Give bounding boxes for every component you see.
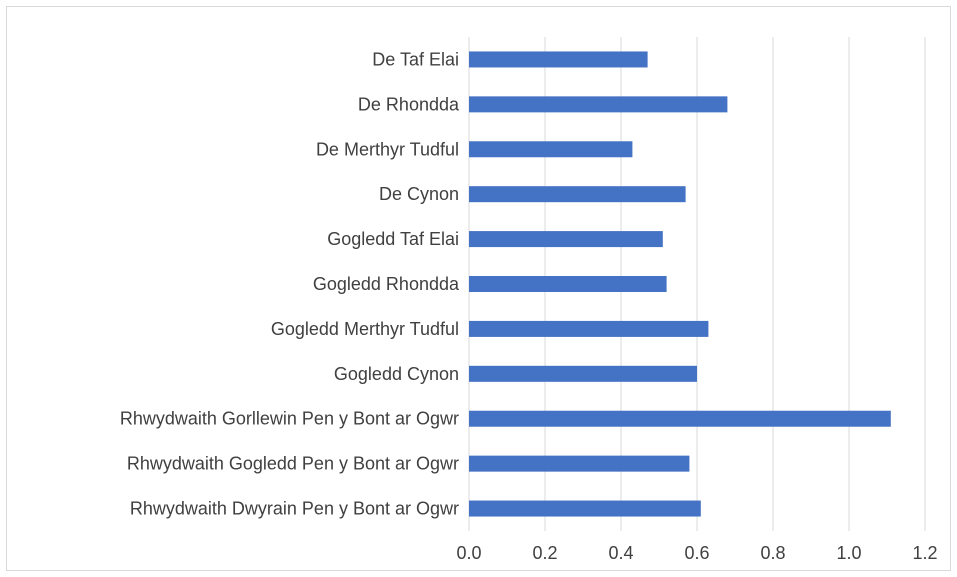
category-label: Gogledd Cynon (334, 364, 459, 384)
bar (469, 455, 690, 472)
bar-chart: De Taf Elai De Rhondda De Merthyr Tudful De… (120, 37, 938, 563)
x-tick-label: 0.2 (532, 543, 557, 563)
category-label: Gogledd Merthyr Tudful (271, 319, 459, 339)
category-label: Rhwydwaith Gorllewin Pen y Bont ar Ogwr (120, 409, 459, 429)
category-label: De Rhondda (358, 94, 460, 114)
x-tick-label: 0.8 (760, 543, 785, 563)
category-label: De Cynon (379, 184, 459, 204)
x-tick-label: 1.2 (912, 543, 937, 563)
chart-frame: De Taf Elai De Rhondda De Merthyr Tudful De… (6, 6, 951, 571)
bars (469, 51, 891, 517)
x-tick-label: 0.0 (456, 543, 481, 563)
category-label: Gogledd Rhondda (313, 274, 460, 294)
bar (469, 276, 667, 292)
category-label: De Merthyr Tudful (316, 139, 459, 159)
bar (469, 141, 633, 158)
category-label: Rhwydwaith Dwyrain Pen y Bont ar Ogwr (130, 499, 459, 519)
gridlines (468, 37, 926, 531)
category-label: Rhwydwaith Gogledd Pen y Bont ar Ogwr (127, 454, 459, 474)
category-labels: De Taf Elai De Rhondda De Merthyr Tudful De… (120, 49, 460, 518)
category-label: De Taf Elai (372, 49, 459, 69)
bar (469, 320, 709, 337)
bar (469, 365, 697, 382)
bar (469, 186, 686, 203)
bar (469, 96, 728, 113)
x-tick-label: 1.0 (836, 543, 861, 563)
bar (469, 51, 648, 68)
bar (469, 500, 701, 517)
x-axis-tick-labels: 0.0 0.2 0.4 0.6 0.8 1.0 1.2 (456, 543, 937, 563)
bar (469, 231, 663, 248)
x-tick-label: 0.6 (684, 543, 709, 563)
bar (469, 410, 891, 427)
x-tick-label: 0.4 (608, 543, 633, 563)
category-label: Gogledd Taf Elai (327, 229, 459, 249)
